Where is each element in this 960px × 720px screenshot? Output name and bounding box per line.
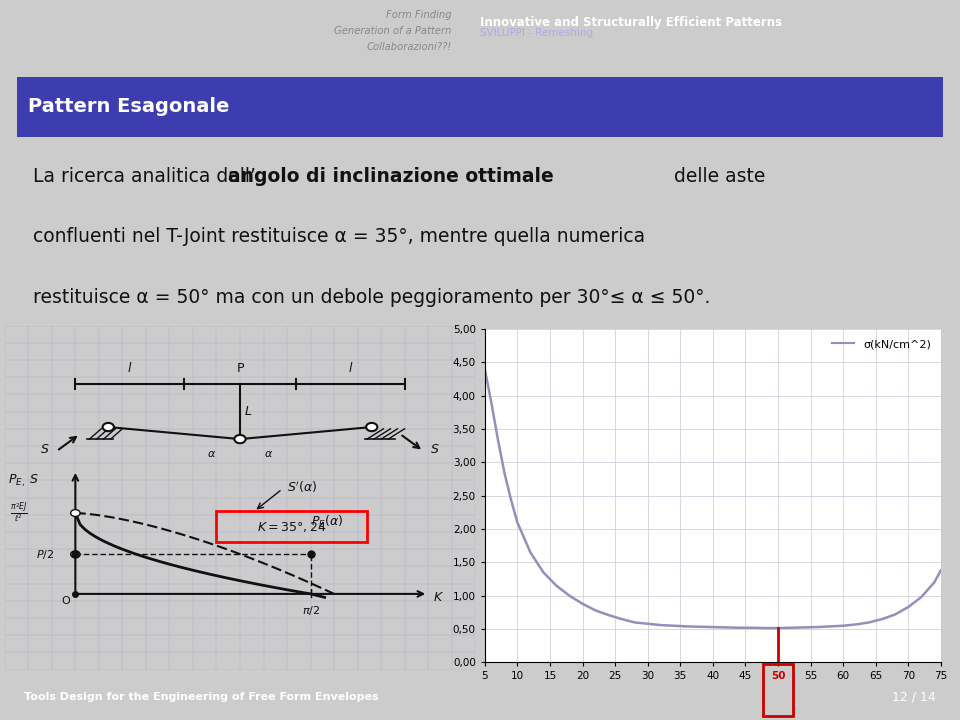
Text: angolo di inclinazione ottimale: angolo di inclinazione ottimale [228, 167, 554, 186]
Circle shape [71, 510, 80, 516]
Text: L: L [245, 405, 252, 418]
Bar [763, 664, 793, 716]
Circle shape [234, 435, 246, 444]
Text: Innovative and Structurally Efficient Patterns: Innovative and Structurally Efficient Pa… [480, 16, 782, 29]
Text: Collaborazioni??!: Collaborazioni??! [367, 42, 451, 52]
Text: Pattern Esagonale: Pattern Esagonale [29, 97, 229, 117]
Text: $S'(\alpha)$: $S'(\alpha)$ [287, 480, 318, 495]
Text: α: α [265, 449, 272, 459]
Text: $P/2$: $P/2$ [36, 548, 54, 561]
Text: K: K [434, 591, 442, 604]
Bar [217, 511, 367, 542]
Text: $\frac{\pi^2 EJ}{\ell^2}$: $\frac{\pi^2 EJ}{\ell^2}$ [10, 502, 28, 524]
Text: O: O [61, 595, 70, 606]
Circle shape [71, 551, 80, 558]
Text: l: l [348, 362, 352, 375]
Text: $K = 35°, 24$: $K = 35°, 24$ [257, 520, 326, 534]
Text: S: S [431, 443, 439, 456]
Text: $\pi/2$: $\pi/2$ [301, 604, 320, 617]
Text: $P_{E,}\ S$: $P_{E,}\ S$ [8, 472, 39, 489]
Text: α: α [208, 449, 215, 459]
Text: $P_E(\alpha)$: $P_E(\alpha)$ [311, 513, 343, 530]
Text: delle aste: delle aste [668, 167, 765, 186]
Text: La ricerca analitica dell’: La ricerca analitica dell’ [33, 167, 262, 186]
Circle shape [103, 423, 114, 431]
Legend: σ(kN/cm^2): σ(kN/cm^2) [828, 335, 935, 354]
Text: Generation of a Pattern: Generation of a Pattern [334, 26, 451, 35]
Circle shape [366, 423, 377, 431]
FancyBboxPatch shape [0, 74, 960, 140]
Text: P: P [236, 362, 244, 375]
Text: l: l [128, 362, 132, 375]
Text: SVILUPPI - Remeshing: SVILUPPI - Remeshing [480, 28, 593, 38]
Text: S: S [41, 443, 49, 456]
Text: confluenti nel T-Joint restituisce α = 35°, mentre quella numerica: confluenti nel T-Joint restituisce α = 3… [33, 228, 645, 246]
Text: Form Finding: Form Finding [386, 9, 451, 19]
Text: Tools Design for the Engineering of Free Form Envelopes: Tools Design for the Engineering of Free… [24, 692, 378, 701]
Text: restituisce α = 50° ma con un debole peggioramento per 30°≤ α ≤ 50°.: restituisce α = 50° ma con un debole peg… [33, 288, 710, 307]
Text: 12 / 14: 12 / 14 [892, 690, 936, 703]
